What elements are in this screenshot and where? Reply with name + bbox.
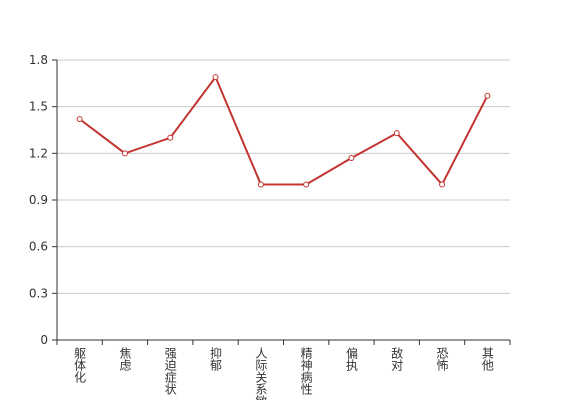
point [121, 150, 128, 157]
point [348, 155, 355, 161]
point [76, 116, 83, 123]
x-tick-label: 抑郁 [209, 346, 223, 372]
point [257, 181, 264, 188]
y-tick-label: 1.8 [29, 53, 48, 67]
x-tick-label: 敌对 [390, 346, 404, 371]
x-tick-label: 强迫症状 [163, 347, 177, 395]
x-tick-label: 躯体化 [73, 346, 87, 384]
y-tick-label: 0.6 [29, 240, 48, 254]
y-tick-label: 1.5 [29, 100, 48, 114]
line [79, 75, 489, 187]
point [439, 181, 446, 188]
point [212, 74, 219, 81]
x-tick-label: 其他 [480, 347, 494, 371]
y-tick-label: 1.2 [29, 146, 48, 160]
y-tick-label: 0.3 [29, 286, 48, 300]
y-tick-label: 0.9 [29, 193, 48, 207]
x-tick-label: 偏执 [344, 346, 358, 372]
x-tick-label: 人际关系敏感 [254, 347, 268, 400]
point [167, 134, 174, 141]
x-tick-label: 焦虑 [118, 347, 132, 371]
x-tick-label: 恐怖 [435, 347, 449, 371]
y-tick-label: 0 [40, 333, 48, 347]
x-tick-label: 精神病性 [299, 347, 313, 396]
point [484, 92, 491, 99]
point [393, 130, 400, 137]
point [303, 181, 310, 188]
